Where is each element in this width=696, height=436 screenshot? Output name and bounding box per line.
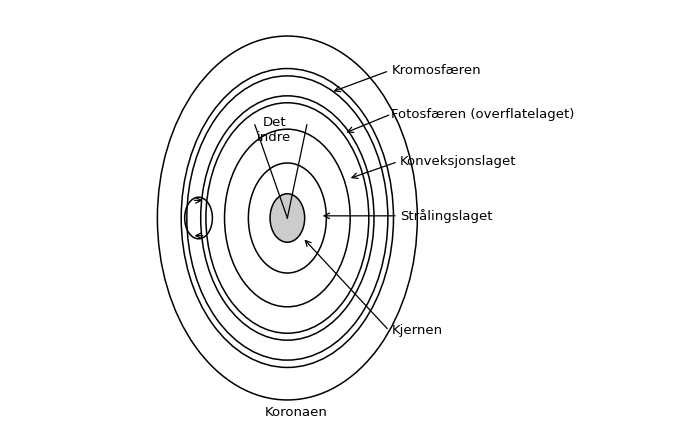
- Text: Kjernen: Kjernen: [391, 324, 443, 337]
- Text: Koronaen: Koronaen: [264, 406, 327, 419]
- Text: Fotosfæren (overflatelaget): Fotosfæren (overflatelaget): [391, 108, 575, 120]
- Text: Konveksjonslaget: Konveksjonslaget: [400, 155, 516, 168]
- Text: Kromosfæren: Kromosfæren: [391, 64, 481, 77]
- Ellipse shape: [270, 194, 305, 242]
- Text: Det
indre: Det indre: [258, 116, 292, 144]
- Text: Strålingslaget: Strålingslaget: [400, 209, 493, 223]
